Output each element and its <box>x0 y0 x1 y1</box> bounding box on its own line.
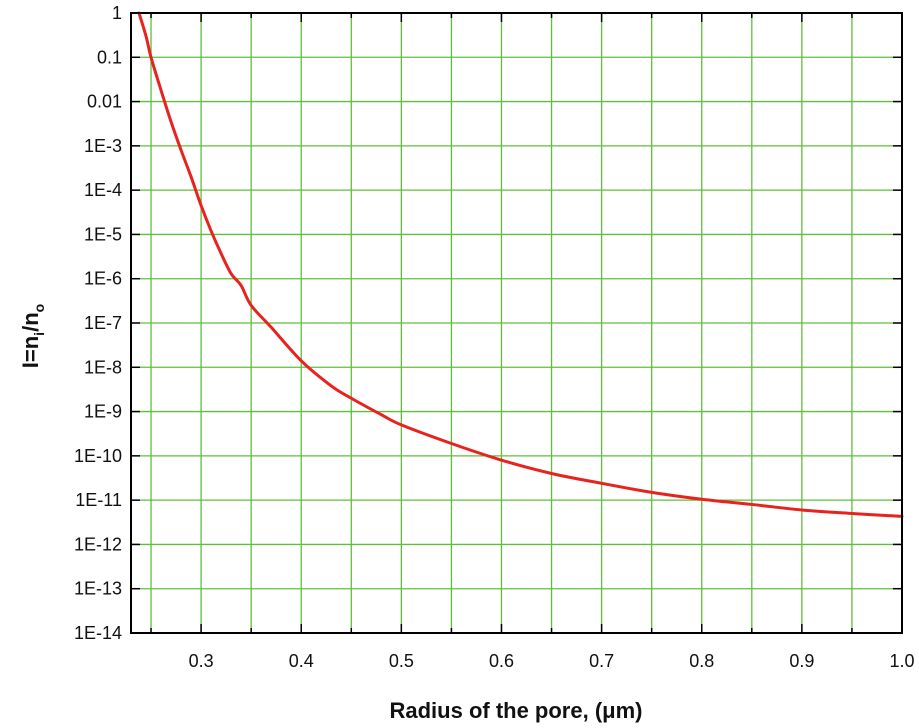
y-axis-label-sub1: i <box>31 332 47 336</box>
y-tick-label: 1E-3 <box>84 136 122 156</box>
y-tick-label: 1E-13 <box>74 579 122 599</box>
x-tick-label: 0.4 <box>289 651 314 671</box>
x-tick-label: 0.7 <box>589 651 614 671</box>
x-axis-label: Radius of the pore, (μm) <box>389 698 642 723</box>
y-tick-label: 1E-7 <box>84 313 122 333</box>
y-tick-label: 1E-10 <box>74 446 122 466</box>
y-tick-label: 1E-14 <box>74 623 122 643</box>
y-axis-label-mid: /n <box>18 312 43 332</box>
y-axis-label-base: I=n <box>18 336 43 368</box>
grid <box>131 12 903 634</box>
y-tick-label: 1E-8 <box>84 357 122 377</box>
y-tick-label: 1E-4 <box>84 180 122 200</box>
x-tick-label: 0.3 <box>189 651 214 671</box>
y-tick-labels: 1 0.1 0.01 1E-3 1E-4 1E-5 1E-6 1E-7 1E-8 1E-9 1E-1… <box>74 3 122 643</box>
series-layer <box>137 11 904 518</box>
y-tick-label: 1 <box>112 3 122 23</box>
y-tick-label: 0.01 <box>87 92 122 112</box>
ticks <box>131 12 903 634</box>
y-tick-label: 1E-6 <box>84 269 122 289</box>
y-tick-label: 1E-12 <box>74 534 122 554</box>
y-tick-label: 0.1 <box>97 47 122 67</box>
y-axis-label: I=ni/no <box>18 304 47 368</box>
x-tick-label: 0.5 <box>389 651 414 671</box>
y-axis-label-sub2: o <box>31 304 47 313</box>
x-tick-label: 0.6 <box>489 651 514 671</box>
x-tick-label: 0.9 <box>789 651 814 671</box>
series-line <box>137 11 904 518</box>
x-tick-label: 1.0 <box>889 651 914 671</box>
x-tick-label: 0.8 <box>689 651 714 671</box>
y-tick-label: 1E-9 <box>84 402 122 422</box>
y-tick-label: 1E-11 <box>75 490 122 510</box>
x-tick-labels: 0.3 0.4 0.5 0.6 0.7 0.8 0.9 1.0 <box>189 651 915 671</box>
y-tick-label: 1E-5 <box>84 224 122 244</box>
